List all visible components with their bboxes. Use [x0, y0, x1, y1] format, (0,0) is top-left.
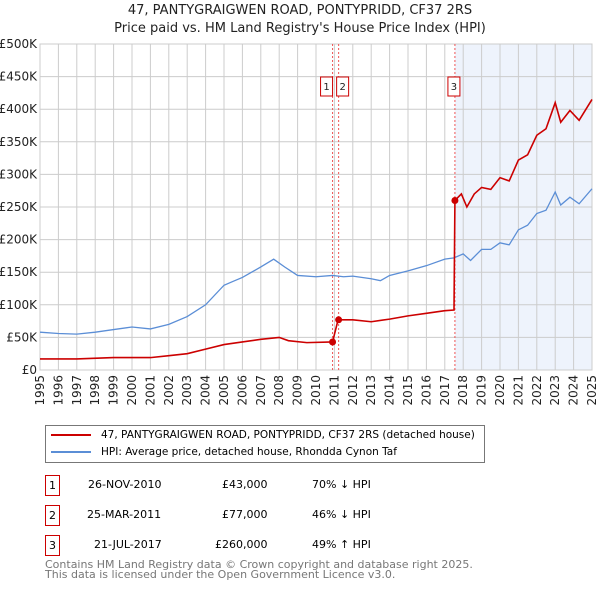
y-tick-label: £100K — [0, 298, 38, 312]
x-tick-label: 2021 — [511, 375, 525, 406]
x-tick-label: 2015 — [401, 375, 415, 406]
x-tick-label: 2000 — [125, 375, 139, 406]
legend-item-hpi: HPI: Average price, detached house, Rhon… — [51, 444, 397, 460]
x-tick-label: 2016 — [419, 375, 433, 406]
x-tick-label: 2006 — [235, 375, 249, 406]
x-tick-label: 1998 — [88, 375, 102, 406]
sale-marker: 2 — [45, 505, 60, 526]
sale-row: 3 21-JUL-2017 £260,000 49% ↑ HPI — [45, 535, 445, 556]
sale-date: 25-MAR-2011 — [87, 508, 162, 521]
x-tick-label: 1997 — [70, 375, 84, 406]
sale-date: 26-NOV-2010 — [88, 478, 162, 491]
x-tick-label: 1999 — [107, 375, 121, 406]
x-tick-label: 2003 — [180, 375, 194, 406]
x-tick-label: 1995 — [33, 375, 47, 406]
x-tick-label: 2012 — [346, 375, 360, 406]
y-tick-label: £400K — [0, 102, 38, 116]
sale-label-box — [447, 76, 461, 97]
x-tick-label: 2020 — [493, 375, 507, 406]
sale-label: 1 — [323, 82, 329, 93]
sale-price: £43,000 — [222, 478, 268, 491]
x-tick-label: 2019 — [475, 375, 489, 406]
x-tick-label: 2002 — [162, 375, 176, 406]
hpi-line — [39, 188, 593, 335]
x-tick-label: 2001 — [143, 375, 157, 406]
sale-marker: 1 — [45, 475, 60, 496]
sale-label: 2 — [339, 82, 345, 93]
legend-item-property: 47, PANTYGRAIGWEN ROAD, PONTYPRIDD, CF37… — [51, 427, 475, 443]
y-tick-label: £450K — [0, 70, 38, 84]
x-tick-label: 2008 — [272, 375, 286, 406]
x-tick-label: 2024 — [567, 375, 581, 406]
x-tick-label: 2013 — [364, 375, 378, 406]
y-tick-label: £350K — [0, 135, 38, 149]
sale-point — [451, 196, 459, 204]
sale-hpi: 49% ↑ HPI — [312, 538, 371, 551]
plot-border — [39, 43, 593, 371]
x-tick-label: 2023 — [548, 375, 562, 406]
y-tick-label: £50K — [6, 330, 38, 344]
sale-label-box — [320, 76, 334, 97]
footer-line: This data is licensed under the Open Gov… — [45, 568, 396, 581]
sale-marker: 3 — [45, 535, 60, 556]
y-tick-label: £0 — [22, 363, 37, 377]
sale-label: 3 — [451, 82, 457, 93]
sale-label-box — [336, 76, 350, 97]
x-tick-label: 2018 — [456, 375, 470, 406]
plot-area: 1995 1996 1997 1998 1999 2000 2001 2002 2003 2004… — [0, 37, 599, 406]
footer: Contains HM Land Registry data © Crown c… — [45, 558, 473, 581]
legend-swatch-red — [51, 434, 91, 436]
y-tick-label: £250K — [0, 200, 38, 214]
chart-title: 47, PANTYGRAIGWEN ROAD, PONTYPRIDD, CF37… — [127, 3, 473, 18]
x-tick-label: 2011 — [327, 375, 341, 406]
x-tick-label: 2022 — [530, 375, 544, 406]
x-tick-label: 2004 — [199, 375, 213, 406]
legend-label: HPI: Average price, detached house, Rhon… — [101, 446, 397, 458]
x-tick-label: 2014 — [383, 375, 397, 406]
x-tick-label: 2025 — [585, 375, 599, 406]
property-price-line — [40, 98, 593, 360]
x-tick-label: 2017 — [438, 375, 452, 406]
footer-line: Contains HM Land Registry data © Crown c… — [45, 558, 473, 571]
sale-date: 21-JUL-2017 — [94, 538, 162, 551]
chart-subtitle: Price paid vs. HM Land Registry's House … — [114, 21, 486, 36]
x-tick-label: 2005 — [217, 375, 231, 406]
sale-row: 2 25-MAR-2011 £77,000 46% ↓ HPI — [45, 505, 445, 526]
sale-hpi: 46% ↓ HPI — [312, 508, 371, 521]
y-tick-label: £150K — [0, 265, 38, 279]
y-tick-label: £500K — [0, 37, 38, 51]
x-tick-label: 1996 — [51, 375, 65, 406]
sale-point — [335, 316, 343, 324]
sale-row: 1 26-NOV-2010 £43,000 70% ↓ HPI — [45, 475, 445, 496]
sale-price: £260,000 — [215, 538, 268, 551]
sale-price: £77,000 — [222, 508, 268, 521]
x-tick-label: 2009 — [291, 375, 305, 406]
y-tick-label: £300K — [0, 167, 38, 181]
x-tick-label: 2007 — [254, 375, 268, 406]
legend-swatch-blue — [51, 451, 91, 453]
y-tick-label: £200K — [0, 233, 38, 247]
legend: 47, PANTYGRAIGWEN ROAD, PONTYPRIDD, CF37… — [45, 425, 485, 463]
x-tick-label: 2010 — [309, 375, 323, 406]
sale-hpi: 70% ↓ HPI — [312, 478, 371, 491]
sale-point — [329, 338, 337, 346]
legend-label: 47, PANTYGRAIGWEN ROAD, PONTYPRIDD, CF37… — [101, 429, 475, 441]
